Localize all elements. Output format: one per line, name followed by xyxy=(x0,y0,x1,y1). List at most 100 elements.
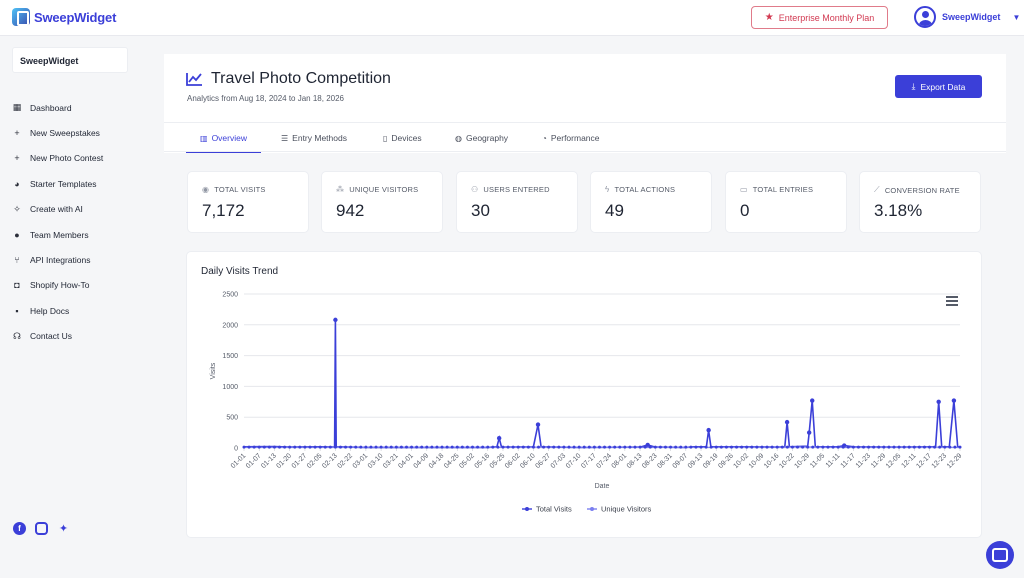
legend-label: Total Visits xyxy=(536,505,572,514)
sidebar-item-dashboard[interactable]: ▦ Dashboard xyxy=(12,95,103,120)
data-point xyxy=(735,445,739,449)
data-point xyxy=(404,445,408,449)
user-menu[interactable]: SweepWidget ▼ xyxy=(914,6,1020,28)
data-point xyxy=(706,427,711,433)
data-point xyxy=(810,398,815,403)
sidebar-item-starter-templates[interactable]: ◕ Starter Templates xyxy=(12,171,103,196)
sidebar-item-new-sweepstakes[interactable]: + New Sweepstakes xyxy=(12,120,103,145)
sidebar-item-new-photo-contest[interactable]: + New Photo Contest xyxy=(12,146,103,171)
stat-value: 942 xyxy=(336,201,365,220)
data-point xyxy=(262,445,266,449)
plus-icon: + xyxy=(14,153,20,164)
data-point xyxy=(623,445,627,449)
data-point xyxy=(364,445,368,449)
data-point xyxy=(542,445,546,449)
stat-label: TOTAL ACTIONS xyxy=(614,185,676,194)
data-point xyxy=(252,445,256,449)
data-point xyxy=(674,445,678,449)
x-tick-label: 06-02 xyxy=(504,452,522,470)
data-point xyxy=(318,445,322,449)
y-tick-label: 1000 xyxy=(222,384,238,391)
avatar-icon xyxy=(914,6,936,28)
data-point xyxy=(293,445,297,449)
data-point xyxy=(826,445,830,449)
x-tick-label: 01-07 xyxy=(245,452,263,470)
x-tick-label: 07-10 xyxy=(565,452,583,470)
star-icon: ★ xyxy=(764,12,774,23)
data-point xyxy=(699,445,703,449)
data-point xyxy=(481,445,485,449)
sidebar-item-help-docs[interactable]: ▪ Help Docs xyxy=(12,298,103,323)
data-point xyxy=(587,445,591,449)
tab-devices[interactable]: ▯ Devices xyxy=(383,123,422,153)
sidebar-item-label: New Sweepstakes xyxy=(30,128,100,139)
data-point xyxy=(790,445,794,449)
data-point xyxy=(867,445,871,449)
data-point xyxy=(740,445,744,449)
data-point xyxy=(476,445,480,449)
data-point xyxy=(562,445,566,449)
data-point xyxy=(384,445,388,449)
sidebar-item-shopify-how-to[interactable]: ◘ Shopify How-To xyxy=(12,273,103,298)
data-point xyxy=(887,445,891,449)
data-point xyxy=(689,445,693,449)
data-point xyxy=(933,445,937,449)
x-tick-label: 07-17 xyxy=(580,452,598,470)
x-tick-label: 11-23 xyxy=(855,452,872,469)
stat-card-users-entered: ⚇ USERS ENTERED 30 xyxy=(456,171,578,233)
data-point xyxy=(379,445,383,449)
data-point xyxy=(831,445,835,449)
sidebar-item-api-integrations[interactable]: ⑂ API Integrations xyxy=(12,247,103,272)
sidebar-item-create-with-ai[interactable]: ✧ Create with AI xyxy=(12,197,103,222)
data-point xyxy=(694,445,698,449)
export-data-button[interactable]: ⤓ Export Data xyxy=(895,75,982,98)
data-point xyxy=(775,445,779,449)
data-point xyxy=(951,398,957,403)
data-point xyxy=(714,445,718,449)
tab-geography[interactable]: ◍ Geography xyxy=(455,123,508,153)
stat-card-total-actions: ϟ TOTAL ACTIONS 49 xyxy=(590,171,712,233)
data-point xyxy=(465,445,469,449)
stat-value: 0 xyxy=(740,201,750,220)
instagram-icon[interactable] xyxy=(35,522,48,535)
x-tick-label: 04-01 xyxy=(397,452,415,470)
series-line-total-visits xyxy=(243,319,961,449)
sidebar-item-contact-us[interactable]: ☊ Contact Us xyxy=(12,324,103,349)
facebook-icon[interactable]: f xyxy=(13,522,26,535)
daily-visits-chart-card: Daily Visits Trend 0 500 1000 1500 2000 2500 V… xyxy=(186,251,982,538)
tab-performance[interactable]: ◔ Performance xyxy=(542,123,600,153)
stat-label: CONVERSION RATE xyxy=(884,185,960,195)
data-point xyxy=(278,445,282,449)
data-point xyxy=(603,445,607,449)
data-point xyxy=(547,445,551,449)
tab-overview[interactable]: ▥ Overview xyxy=(186,123,261,154)
x-tick-label: 11-11 xyxy=(825,452,842,469)
page-header: Travel Photo Competition xyxy=(186,70,391,88)
y-tick-label: 2500 xyxy=(222,292,238,299)
data-point xyxy=(684,445,688,449)
sidebar-item-label: Contact Us xyxy=(30,331,73,342)
workspace-selector[interactable]: SweepWidget xyxy=(12,47,128,73)
data-point xyxy=(557,445,561,449)
data-point xyxy=(267,445,271,449)
data-point xyxy=(928,445,932,449)
sidebar-item-team-members[interactable]: ● Team Members xyxy=(12,222,103,247)
chat-support-button[interactable] xyxy=(986,541,1014,569)
x-tick-label: 11-17 xyxy=(840,452,857,469)
data-point xyxy=(567,445,571,449)
x-tick-label: 02-13 xyxy=(321,452,339,470)
stat-label: USERS ENTERED xyxy=(483,185,550,194)
data-point xyxy=(882,445,886,449)
logo-text: SweepWidget xyxy=(34,9,117,25)
twitter-icon[interactable]: ✦ xyxy=(58,523,69,535)
x-tick-label: 07-24 xyxy=(595,452,613,470)
data-point xyxy=(663,445,667,449)
info-icon: ▪ xyxy=(15,305,19,316)
x-tick-label: 11-05 xyxy=(809,452,826,469)
stat-card-total-entries: ▭ TOTAL ENTRIES 0 xyxy=(725,171,847,233)
logo[interactable]: SweepWidget xyxy=(12,8,116,26)
chart-menu-icon[interactable] xyxy=(946,296,958,306)
plan-button[interactable]: ★ Enterprise Monthly Plan xyxy=(751,6,888,29)
y-tick-label: 2000 xyxy=(222,322,238,329)
tab-entry-methods[interactable]: ☰ Entry Methods xyxy=(281,123,347,153)
